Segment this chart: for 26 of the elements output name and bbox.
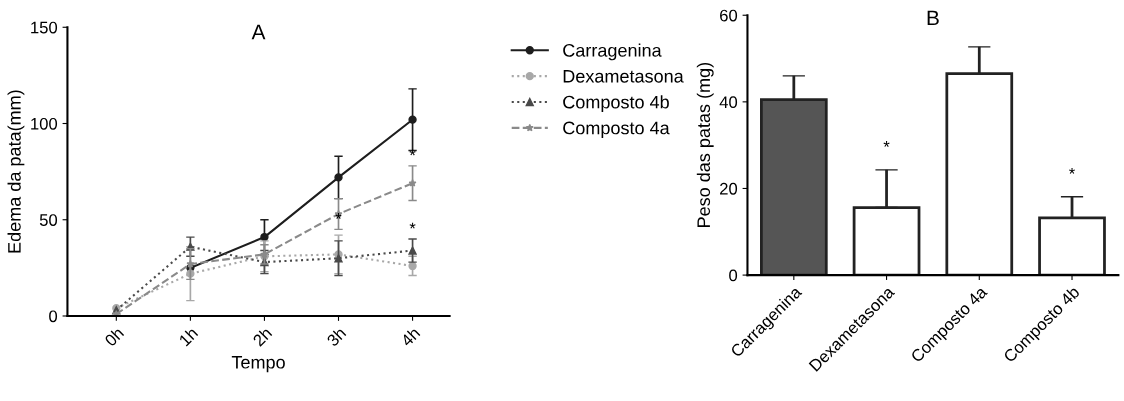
chart-title: A: [251, 24, 266, 40]
chart-title: B: [927, 10, 939, 26]
y-tick-label: 0: [729, 269, 738, 282]
y-tick-label: 100: [31, 117, 58, 130]
y-tick-label: 0: [49, 310, 58, 323]
x-tick-label: 2h: [251, 326, 273, 347]
x-tick-label: 0h: [103, 326, 125, 348]
y-tick-label: 50: [39, 214, 58, 226]
annotation: *: [409, 149, 416, 156]
y-tick-label: 150: [31, 21, 58, 34]
y-tick-label: 20: [720, 182, 738, 195]
x-tick-label: 4h: [399, 326, 421, 348]
legend-label: Carragenina: [563, 43, 662, 61]
annotation: *: [409, 222, 416, 229]
x-tick-label: 3h: [325, 326, 347, 348]
y-axis-title: Edema da pata(mm): [7, 90, 25, 253]
legend-label: Dexametasona: [563, 70, 684, 83]
y-axis-title: Peso das patas (mg): [696, 62, 714, 227]
y-tick-label: 60: [720, 9, 738, 22]
y-tick-label: 40: [719, 96, 738, 109]
legend-label: Composto 4b: [563, 95, 669, 113]
x-axis-title: Tempo: [231, 356, 285, 373]
legend-label: Composto 4a: [563, 121, 670, 138]
annotation: *: [1069, 167, 1075, 174]
x-tick-label: 1h: [178, 326, 199, 347]
annotation: *: [883, 141, 890, 147]
